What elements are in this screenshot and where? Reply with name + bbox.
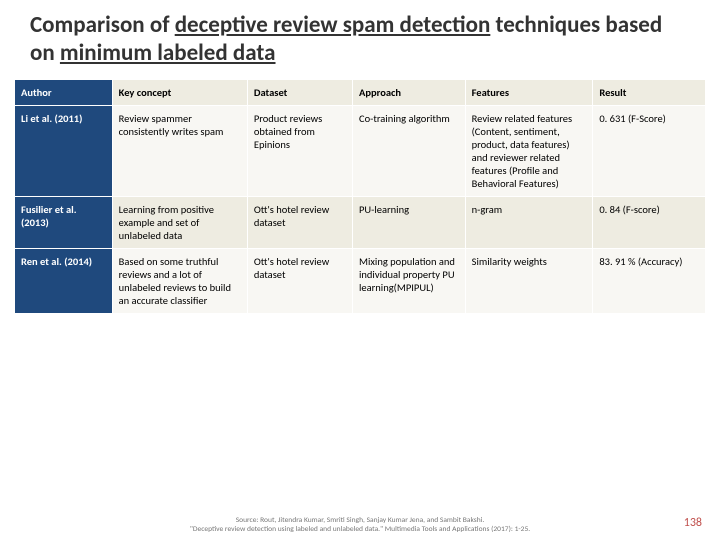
table-row: Li et al. (2011) Review spammer consiste… bbox=[15, 106, 706, 197]
cell-approach: PU-learning bbox=[352, 197, 465, 249]
cell-result: 83. 91 % (Accuracy) bbox=[593, 249, 706, 314]
slide-title: Comparison of deceptive review spam dete… bbox=[0, 0, 720, 79]
cell-features: Similarity weights bbox=[465, 249, 593, 314]
cell-author: Fusilier et al. (2013) bbox=[15, 197, 113, 249]
table-row: Ren et al. (2014) Based on some truthful… bbox=[15, 249, 706, 314]
comparison-table-wrap: Author Key concept Dataset Approach Feat… bbox=[0, 79, 720, 314]
footer-line1: Source: Rout, Jitendra Kumar, Smriti Sin… bbox=[0, 516, 720, 525]
cell-result: 0. 84 (F-score) bbox=[593, 197, 706, 249]
title-u2: minimum labeled data bbox=[60, 39, 276, 67]
cell-concept: Learning from positive example and set o… bbox=[112, 197, 247, 249]
cell-features: n-gram bbox=[465, 197, 593, 249]
cell-dataset: Ott's hotel review dataset bbox=[247, 197, 352, 249]
title-pre: Comparison of bbox=[30, 11, 175, 39]
source-citation: Source: Rout, Jitendra Kumar, Smriti Sin… bbox=[0, 516, 720, 534]
th-result: Result bbox=[593, 80, 706, 106]
th-dataset: Dataset bbox=[247, 80, 352, 106]
cell-approach: Mixing population and individual propert… bbox=[352, 249, 465, 314]
comparison-table: Author Key concept Dataset Approach Feat… bbox=[14, 79, 706, 314]
th-approach: Approach bbox=[352, 80, 465, 106]
th-features: Features bbox=[465, 80, 593, 106]
table-row: Fusilier et al. (2013) Learning from pos… bbox=[15, 197, 706, 249]
footer-line2: "Deceptive review detection using labele… bbox=[0, 525, 720, 534]
cell-approach: Co-training algorithm bbox=[352, 106, 465, 197]
cell-features: Review related features (Content, sentim… bbox=[465, 106, 593, 197]
page-number: 138 bbox=[684, 516, 702, 530]
cell-dataset: Product reviews obtained from Epinions bbox=[247, 106, 352, 197]
title-u1: deceptive review spam detection bbox=[175, 11, 491, 39]
cell-author: Ren et al. (2014) bbox=[15, 249, 113, 314]
th-concept: Key concept bbox=[112, 80, 247, 106]
cell-dataset: Ott's hotel review dataset bbox=[247, 249, 352, 314]
table-header-row: Author Key concept Dataset Approach Feat… bbox=[15, 80, 706, 106]
cell-concept: Review spammer consistently writes spam bbox=[112, 106, 247, 197]
th-author: Author bbox=[15, 80, 113, 106]
cell-author: Li et al. (2011) bbox=[15, 106, 113, 197]
cell-result: 0. 631 (F-Score) bbox=[593, 106, 706, 197]
cell-concept: Based on some truthful reviews and a lot… bbox=[112, 249, 247, 314]
